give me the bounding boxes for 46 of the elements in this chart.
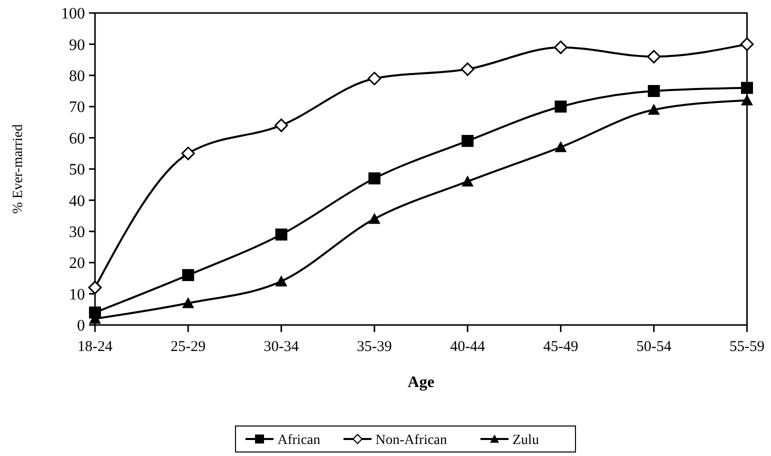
point	[275, 228, 288, 241]
point	[741, 82, 753, 94]
point	[181, 146, 195, 160]
x-tick-label: 30-34	[264, 339, 300, 355]
point	[88, 280, 102, 294]
y-tick-label: 80	[69, 68, 85, 85]
legend-label: African	[278, 432, 320, 448]
x-tick-label: 35-39	[356, 339, 392, 355]
y-tick-label: 90	[69, 36, 85, 54]
point	[554, 40, 568, 54]
y-tick-label: 40	[69, 192, 85, 210]
legend-label: Zulu	[512, 432, 539, 448]
x-tick-label: 18-24	[78, 339, 113, 355]
point	[368, 212, 380, 224]
y-tick-label: 0	[77, 318, 85, 335]
y-tick-label: 60	[69, 130, 85, 148]
point	[741, 94, 753, 106]
y-tick-label: 70	[69, 99, 85, 116]
x-tick-label: 25-29	[170, 339, 206, 355]
point	[648, 104, 660, 115]
y-tick-label: 10	[69, 286, 85, 304]
point	[182, 269, 194, 282]
point	[368, 172, 380, 184]
x-tick-label: 45-49	[543, 339, 578, 355]
y-tick-label: 30	[69, 224, 85, 241]
point	[647, 50, 661, 64]
x-tick-label: 50-54	[636, 339, 672, 355]
point	[460, 62, 474, 76]
x-tick-label: 55-59	[730, 339, 764, 355]
point	[462, 134, 474, 147]
y-tick-label: 20	[69, 255, 85, 272]
point	[740, 37, 754, 51]
x-axis-title: Age	[408, 374, 434, 391]
y-axis-title: % Ever-married	[11, 124, 26, 214]
point	[462, 175, 474, 186]
point	[182, 297, 194, 308]
point	[368, 72, 382, 86]
y-tick-label: 100	[61, 6, 85, 23]
point	[554, 141, 567, 152]
point	[275, 275, 288, 286]
y-tick-label: 50	[69, 162, 85, 179]
point	[554, 100, 567, 113]
legend-label: Non-African	[376, 432, 448, 448]
x-tick-label: 40-44	[450, 339, 486, 355]
point	[274, 118, 288, 132]
point	[648, 85, 660, 97]
